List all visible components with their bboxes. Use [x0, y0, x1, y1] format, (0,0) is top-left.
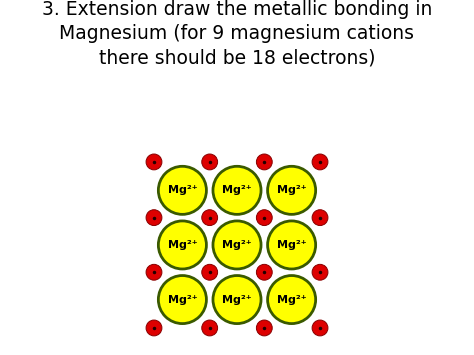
Circle shape [202, 154, 218, 170]
Circle shape [146, 264, 162, 280]
Circle shape [202, 210, 218, 225]
Circle shape [202, 264, 218, 280]
Circle shape [268, 275, 316, 324]
Circle shape [213, 166, 261, 214]
Circle shape [256, 320, 272, 336]
Text: Mg²⁺: Mg²⁺ [222, 185, 252, 195]
Text: Mg²⁺: Mg²⁺ [277, 185, 306, 195]
Text: Mg²⁺: Mg²⁺ [168, 295, 197, 305]
Circle shape [312, 320, 328, 336]
Circle shape [158, 166, 206, 214]
Text: Mg²⁺: Mg²⁺ [168, 185, 197, 195]
Circle shape [146, 320, 162, 336]
Circle shape [228, 237, 244, 253]
Circle shape [158, 221, 206, 269]
Text: Mg²⁺: Mg²⁺ [277, 295, 306, 305]
Circle shape [213, 221, 261, 269]
Circle shape [268, 166, 316, 214]
Circle shape [158, 275, 206, 324]
Circle shape [202, 320, 218, 336]
Text: 3. Extension draw the metallic bonding in
Magnesium (for 9 magnesium cations
the: 3. Extension draw the metallic bonding i… [42, 0, 432, 67]
Circle shape [312, 264, 328, 280]
Circle shape [256, 210, 272, 225]
Text: Mg²⁺: Mg²⁺ [277, 240, 306, 250]
Circle shape [256, 264, 272, 280]
Circle shape [146, 154, 162, 170]
Text: Mg²⁺: Mg²⁺ [222, 240, 252, 250]
Circle shape [312, 154, 328, 170]
Circle shape [213, 275, 261, 324]
Circle shape [146, 210, 162, 225]
Circle shape [268, 221, 316, 269]
Text: Mg²⁺: Mg²⁺ [222, 295, 252, 305]
Circle shape [256, 154, 272, 170]
Circle shape [312, 210, 328, 225]
Text: Mg²⁺: Mg²⁺ [168, 240, 197, 250]
